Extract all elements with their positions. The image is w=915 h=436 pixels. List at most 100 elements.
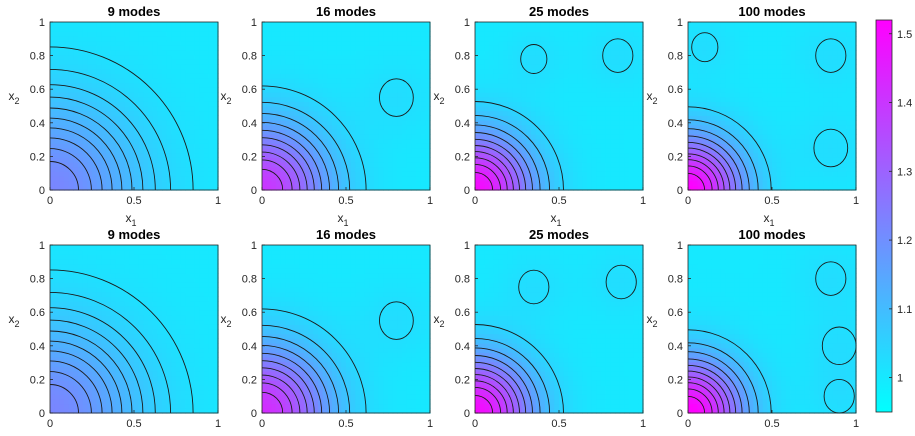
heatmap-cell xyxy=(308,101,314,107)
heatmap-cell xyxy=(180,166,186,172)
heatmap-cell xyxy=(299,124,305,130)
heatmap-cell xyxy=(772,92,778,98)
heatmap-cell xyxy=(336,115,342,121)
heatmap-cell xyxy=(378,185,384,191)
heatmap-cell xyxy=(521,124,527,130)
heatmap-cell xyxy=(772,96,778,102)
heatmap-cell xyxy=(776,54,782,60)
heatmap-cell xyxy=(697,54,703,60)
heatmap-cell xyxy=(730,31,736,37)
heatmap-cell xyxy=(50,162,56,168)
heatmap-cell xyxy=(194,68,200,74)
heatmap-cell xyxy=(720,96,726,102)
heatmap-cell xyxy=(294,87,300,93)
heatmap-cell xyxy=(322,152,328,158)
heatmap-cell xyxy=(517,82,523,88)
heatmap-cell xyxy=(185,54,191,60)
heatmap-cell xyxy=(271,26,277,32)
heatmap-cell xyxy=(204,50,210,56)
heatmap-cell xyxy=(577,124,583,130)
heatmap-cell xyxy=(304,54,310,60)
heatmap-cell xyxy=(115,120,121,126)
heatmap-cell xyxy=(355,157,361,163)
heatmap-cell xyxy=(489,64,495,70)
heatmap-cell xyxy=(68,185,74,191)
heatmap-cell xyxy=(299,59,305,65)
heatmap-cell xyxy=(388,106,394,112)
heatmap-cell xyxy=(402,185,408,191)
heatmap-cell xyxy=(573,180,579,186)
heatmap-cell xyxy=(406,152,412,158)
heatmap-cell xyxy=(374,64,380,70)
heatmap-cell xyxy=(716,176,722,182)
heatmap-cell xyxy=(758,148,764,154)
heatmap-cell xyxy=(290,31,296,37)
heatmap-cell xyxy=(498,152,504,158)
heatmap-cell xyxy=(68,50,74,56)
heatmap-cell xyxy=(638,129,644,135)
heatmap-cell xyxy=(327,120,333,126)
heatmap-cell xyxy=(748,96,754,102)
heatmap-cell xyxy=(521,143,527,149)
heatmap-cell xyxy=(364,115,370,121)
heatmap-cell xyxy=(152,82,158,88)
heatmap-cell xyxy=(545,124,551,130)
heatmap-cell xyxy=(318,31,324,37)
heatmap-cell xyxy=(392,73,398,79)
heatmap-cell xyxy=(50,50,56,56)
heatmap-cell xyxy=(753,59,759,65)
heatmap-cell xyxy=(64,115,70,121)
heatmap-cell xyxy=(92,180,98,186)
heatmap-cell xyxy=(809,40,815,46)
heatmap-cell xyxy=(697,115,703,121)
heatmap-cell xyxy=(786,73,792,79)
heatmap-cell xyxy=(378,176,384,182)
heatmap-cell xyxy=(411,157,417,163)
heatmap-cell xyxy=(388,68,394,74)
heatmap-cell xyxy=(489,185,495,191)
heatmap-cell xyxy=(753,176,759,182)
heatmap-cell xyxy=(772,138,778,144)
heatmap-cell xyxy=(800,87,806,93)
heatmap-cell xyxy=(526,115,532,121)
heatmap-cell xyxy=(124,78,130,84)
heatmap-cell xyxy=(402,54,408,60)
heatmap-cell xyxy=(568,185,574,191)
heatmap-cell xyxy=(374,22,380,28)
heatmap-cell xyxy=(517,180,523,186)
heatmap-cell xyxy=(692,138,698,144)
heatmap-cell xyxy=(804,157,810,163)
heatmap-cell xyxy=(587,162,593,168)
heatmap-cell xyxy=(336,101,342,107)
heatmap-cell xyxy=(194,129,200,135)
heatmap-cell xyxy=(397,115,403,121)
heatmap-cell xyxy=(540,22,546,28)
heatmap-cell xyxy=(194,166,200,172)
heatmap-cell xyxy=(786,22,792,28)
heatmap-cell xyxy=(129,22,135,28)
heatmap-cell xyxy=(624,31,630,37)
heatmap-cell xyxy=(73,92,79,98)
heatmap-cell xyxy=(78,26,84,32)
panel-title: 16 modes xyxy=(316,4,376,19)
heatmap-cell xyxy=(411,59,417,65)
heatmap-cell xyxy=(744,115,750,121)
heatmap-cell xyxy=(129,171,135,177)
heatmap-cell xyxy=(692,162,698,168)
heatmap-cell xyxy=(753,82,759,88)
heatmap-cell xyxy=(82,166,88,172)
heatmap-cell xyxy=(308,50,314,56)
heatmap-cell xyxy=(804,162,810,168)
heatmap-cell xyxy=(720,68,726,74)
heatmap-cell xyxy=(322,92,328,98)
heatmap-cell xyxy=(748,138,754,144)
heatmap-cell xyxy=(124,124,130,130)
heatmap-cell xyxy=(157,162,163,168)
heatmap-cell xyxy=(208,45,214,51)
heatmap-cell xyxy=(638,171,644,177)
heatmap-cell xyxy=(369,50,375,56)
heatmap-cell xyxy=(517,68,523,74)
heatmap-cell xyxy=(416,50,422,56)
heatmap-cell xyxy=(577,110,583,116)
heatmap-cell xyxy=(512,78,518,84)
